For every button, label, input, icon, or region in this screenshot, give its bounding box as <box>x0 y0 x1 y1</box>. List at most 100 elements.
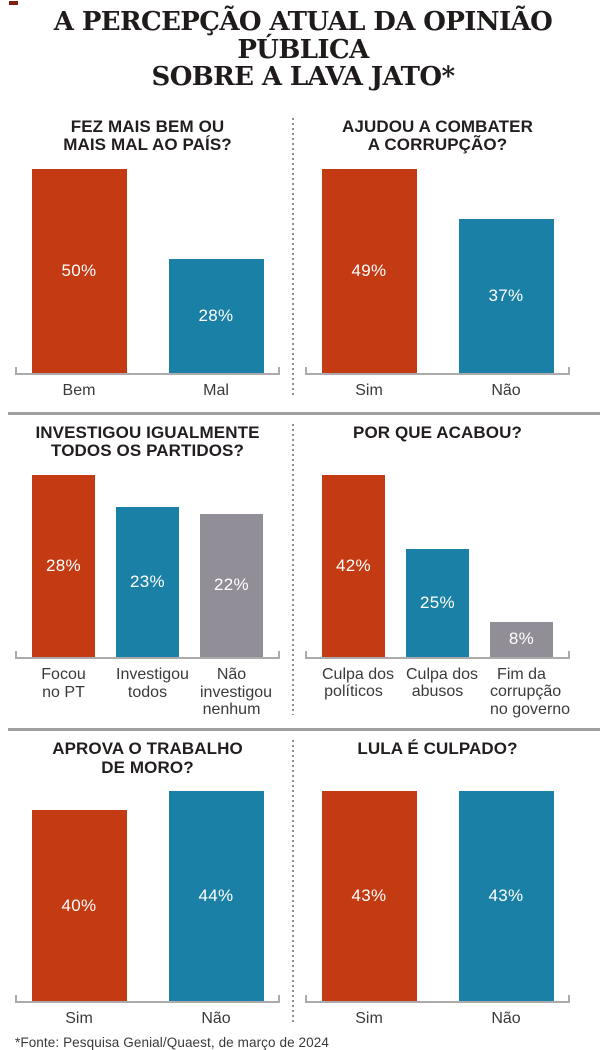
bar-investigou-todos: 23% <box>116 506 179 657</box>
bar-value-label: 43% <box>351 886 387 906</box>
bar-value-label: 28% <box>198 305 234 325</box>
category-label-line: Fim da <box>497 665 546 683</box>
category-label-n-o: Não <box>459 382 554 400</box>
bar-sim: 49% <box>321 168 417 373</box>
category-label-line: Culpa dos <box>322 665 395 683</box>
category-label-sim: Sim <box>322 1010 417 1028</box>
bar-chart: 40% 44% <box>15 791 280 1004</box>
row-divider <box>8 728 600 732</box>
category-label-line: Focou <box>41 665 86 683</box>
category-label-line: Não <box>491 381 521 399</box>
category-label-n-o: Não <box>459 1010 554 1028</box>
chart-title-line: A CORRUPÇÃO? <box>367 135 508 155</box>
bars: 40% 44% <box>15 791 280 1002</box>
category-label-line: Não <box>216 665 247 683</box>
category-label-culpa-dos-abusos: Culpa dos abusos <box>406 666 478 720</box>
bar-chart: 43% 43% <box>305 791 570 1004</box>
bars: 42% 25% 8% <box>305 474 570 657</box>
bar-value-label: 25% <box>420 592 455 612</box>
chart-title: FEZ MAIS BEM OU MAIS MAL AO PAÍS? <box>15 117 280 155</box>
x-axis <box>305 995 570 1004</box>
bar-sim: 40% <box>31 810 127 1002</box>
chart-panel-fez-mais-bem-ou-mais-mal-ao-pa-s: FEZ MAIS BEM OU MAIS MAL AO PAÍS? 50% 28% Be… <box>15 117 280 400</box>
bar-value-label: 49% <box>351 260 387 280</box>
category-label-culpa-dos-pol-ticos: Culpa dos políticos <box>322 665 395 720</box>
category-label-line: todos <box>127 683 168 701</box>
bar-value-label: 23% <box>130 571 165 591</box>
x-axis <box>15 995 280 1004</box>
bar-n-o: 44% <box>168 791 264 1002</box>
category-labels: Focou no PT Investigou todos Não investigou ne… <box>15 666 280 720</box>
chart-title-line: MAIS MAL AO PAÍS? <box>63 135 232 155</box>
bar-chart: 49% 37% <box>305 168 570 375</box>
bar-n-o: 43% <box>458 791 554 1002</box>
bar-chart: 28% 23% 22% <box>15 474 280 659</box>
bars: 49% 37% <box>305 168 570 373</box>
category-labels: Culpa dos políticos Culpa dos abusos Fim da c… <box>305 666 570 720</box>
category-labels: Sim Não <box>15 1010 280 1028</box>
category-label-bem: Bem <box>32 382 127 400</box>
chart-panel-por-que-acabou: POR QUE ACABOU? 42% 25% 8% Culpa dos político… <box>305 422 570 720</box>
page-title: A PERCEPÇÃO ATUAL DA OPINIÃO PÚBLICA SOB… <box>0 0 606 92</box>
corner-mark <box>9 1 18 5</box>
dotted-column-divider <box>291 740 294 1025</box>
category-label-fim-da-corrup-o-no-governo: Fim da corrupção no governo <box>490 665 570 720</box>
chart-panel-lula-culpado: LULA É CULPADO? 43% 43% Sim Não <box>305 740 570 1028</box>
chart-title-line: AJUDOU A COMBATER <box>342 116 533 136</box>
category-label-line: nenhum <box>202 701 261 719</box>
category-label-line: Não <box>491 1010 521 1028</box>
category-label-line: Sim <box>355 1010 383 1028</box>
chart-title: INVESTIGOU IGUALMENTE TODOS OS PARTIDOS? <box>15 422 280 461</box>
bar-culpa-dos-pol-ticos: 42% <box>322 474 385 657</box>
x-axis <box>15 366 280 375</box>
category-label-mal: Mal <box>169 382 264 400</box>
category-labels: Bem Mal <box>15 382 280 400</box>
x-axis <box>15 650 280 659</box>
page-title-line-1: A PERCEPÇÃO ATUAL DA OPINIÃO PÚBLICA <box>53 7 553 65</box>
bar-value-label: 28% <box>46 555 81 575</box>
category-labels: Sim Não <box>305 382 570 400</box>
chart-title-line: INVESTIGOU IGUALMENTE <box>35 422 260 442</box>
category-label-focou-no-pt: Focou no PT <box>32 666 95 720</box>
bar-value-label: 50% <box>61 260 97 280</box>
dotted-column-divider <box>291 117 294 396</box>
chart-title-line: POR QUE ACABOU? <box>353 422 522 442</box>
x-axis <box>305 650 570 659</box>
chart-title: AJUDOU A COMBATER A CORRUPÇÃO? <box>305 116 570 155</box>
chart-title-line: LULA É CULPADO? <box>357 739 518 759</box>
row-divider <box>8 411 600 415</box>
category-label-line: Bem <box>62 381 96 399</box>
chart-title-line: APROVA O TRABALHO <box>52 739 243 759</box>
bar-value-label: 22% <box>214 575 249 595</box>
dotted-column-divider <box>291 423 294 716</box>
category-label-line: Não <box>201 1010 231 1028</box>
chart-panel-ajudou-a-combater-a-corrup-o: AJUDOU A COMBATER A CORRUPÇÃO? 49% 37% Sim Nã… <box>305 116 570 400</box>
category-label-investigou-todos: Investigou todos <box>116 665 189 720</box>
category-label-line: Investigou <box>116 665 189 683</box>
bar-n-o: 37% <box>458 218 554 373</box>
chart-row-2: INVESTIGOU IGUALMENTE TODOS OS PARTIDOS? 2… <box>0 415 606 729</box>
x-axis <box>305 366 570 375</box>
bar-bem: 50% <box>31 168 127 373</box>
chart-title: POR QUE ACABOU? <box>305 422 570 461</box>
source-footnote: *Fonte: Pesquisa Genial/Quaest, de março… <box>15 1035 329 1050</box>
bars: 50% 28% <box>15 168 280 373</box>
category-label-line: políticos <box>324 683 383 701</box>
chart-row-3: APROVA O TRABALHO DE MORO? 40% 44% Sim Não LUL… <box>0 731 606 1028</box>
bar-n-o-investigou-nenhum: 22% <box>200 513 263 657</box>
bar-value-label: 8% <box>508 629 535 649</box>
chart-title-line: TODOS OS PARTIDOS? <box>51 441 244 461</box>
chart-panel-aprova-o-trabalho-de-moro: APROVA O TRABALHO DE MORO? 40% 44% Sim Não <box>15 740 280 1028</box>
category-label-n-o-investigou-nenhum: Não investigou nenhum <box>200 665 273 720</box>
page-title-line-2: SOBRE A LAVA JATO* <box>151 62 455 93</box>
bar-fim-da-corrup-o-no-governo: 8% <box>490 621 553 657</box>
category-label-line: investigou <box>200 683 273 701</box>
category-label-line: abusos <box>411 683 464 701</box>
category-label-sim: Sim <box>322 382 417 400</box>
bar-culpa-dos-abusos: 25% <box>406 548 469 657</box>
bar-chart: 50% 28% <box>15 168 280 375</box>
bars: 43% 43% <box>305 791 570 1002</box>
bars: 28% 23% 22% <box>15 474 280 657</box>
category-label-line: corrupção <box>490 683 562 701</box>
bar-sim: 43% <box>321 791 417 1002</box>
